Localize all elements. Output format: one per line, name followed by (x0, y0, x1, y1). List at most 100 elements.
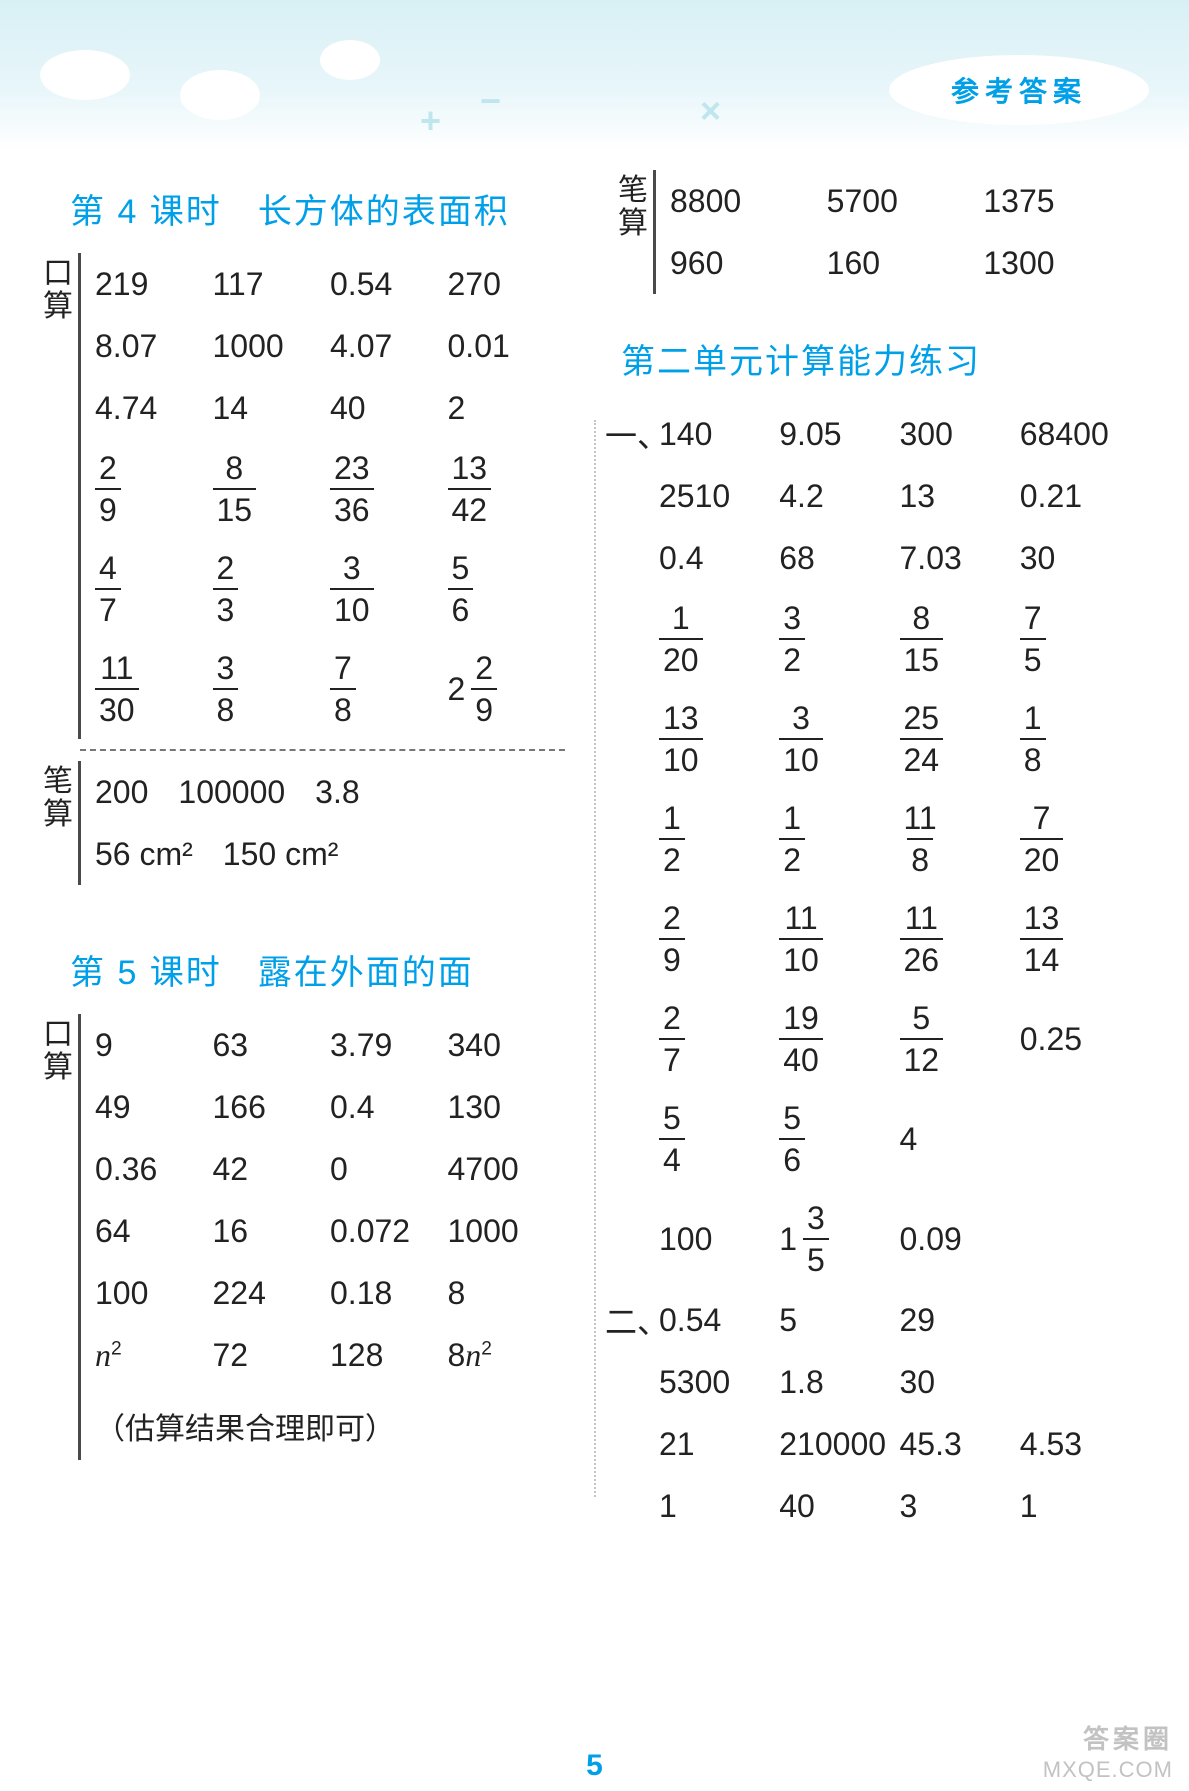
watermark-line1: 答案圈 (1043, 1723, 1173, 1757)
data-cell: 1375 (983, 183, 1140, 220)
data-cell: 29 (659, 902, 779, 976)
section-marker: 一、 (605, 411, 659, 457)
data-cell: 166 (213, 1089, 331, 1126)
data-cell: 42 (213, 1151, 331, 1188)
data-cell: 0.09 (900, 1221, 1020, 1258)
data-cell: 13 (900, 478, 1020, 515)
data-cell: 68400 (1020, 416, 1140, 453)
data-cell: 63 (213, 1027, 331, 1064)
data-cell: 0.54 (659, 1302, 779, 1339)
data-cell: 2510 (659, 478, 779, 515)
data-cell: 16 (213, 1213, 331, 1250)
data-cell: 300 (900, 416, 1020, 453)
data-row: 0.364204700 (95, 1138, 565, 1200)
data-cell: 310 (779, 702, 899, 776)
data-cell: 72 (213, 1337, 331, 1374)
data-cell: 29 (95, 452, 213, 526)
data-row: 29111011261314 (605, 889, 1140, 989)
data-cell: 1 (1020, 1488, 1140, 1525)
bisuan-label: 笔算 (38, 761, 78, 885)
data-cell: 1110 (779, 902, 899, 976)
data-row: 9633.79340 (95, 1014, 565, 1076)
sec4-bisuan-block: 笔算 2001000003.856 cm²150 cm² (38, 761, 565, 885)
data-cell: 117 (213, 266, 331, 303)
data-cell: 1 (659, 1488, 779, 1525)
data-cell: 720 (1020, 802, 1140, 876)
data-cell: 120 (659, 602, 779, 676)
header-band: − + × ÷ 参考答案 (0, 0, 1189, 150)
data-row: 0.4687.0330 (605, 527, 1140, 589)
data-cell: 1000 (213, 328, 331, 365)
sec5-title: 第 5 课时 露在外面的面 (70, 945, 565, 994)
data-row: 56 cm²150 cm² (95, 823, 565, 885)
data-cell: 1342 (448, 452, 566, 526)
data-cell: 54 (659, 1102, 779, 1176)
data-cell: 229 (448, 652, 566, 726)
data-cell: 130 (448, 1089, 566, 1126)
data-cell: 340 (448, 1027, 566, 1064)
data-cell: 960 (670, 245, 827, 282)
data-cell: 5300 (659, 1364, 779, 1401)
data-cell: 75 (1020, 602, 1140, 676)
content: 第 4 课时 长方体的表面积 口算 2191170.542708.0710004… (0, 150, 1189, 1537)
data-cell: 30 (1020, 540, 1140, 577)
data-cell: 0.25 (1020, 1021, 1140, 1058)
data-cell: 8.07 (95, 328, 213, 365)
data-row: 472331056 (95, 539, 565, 639)
data-cell: 310 (330, 552, 448, 626)
data-cell: 32 (779, 602, 899, 676)
data-row: 2001000003.8 (95, 761, 565, 823)
data-cell: 9.05 (779, 416, 899, 453)
data-cell: 100000 (178, 774, 315, 811)
data-cell: 9 (95, 1027, 213, 1064)
data-cell: 1130 (95, 652, 213, 726)
data-row: 1310310252418 (605, 689, 1140, 789)
sec4-block: 口算 2191170.542708.0710004.070.014.741440… (38, 253, 565, 739)
data-cell: 4.74 (95, 390, 213, 427)
data-cell: 224 (213, 1275, 331, 1312)
data-cell: 512 (900, 1002, 1020, 1076)
data-cell: 56 cm² (95, 836, 223, 873)
data-row: 54564 (605, 1089, 1140, 1189)
data-cell: 2524 (900, 702, 1020, 776)
data-cell: 78 (330, 652, 448, 726)
sec5-block: 口算 9633.79340491660.41300.36420470064160… (38, 1014, 565, 1460)
data-cell: 135 (779, 1202, 899, 1276)
data-cell: 3 (900, 1488, 1020, 1525)
data-cell: 118 (900, 802, 1020, 876)
unit2-title: 第二单元计算能力练习 (621, 334, 1140, 383)
data-row: 53001.830 (605, 1351, 1140, 1413)
data-cell: 7.03 (900, 540, 1020, 577)
data-cell: 140 (659, 416, 779, 453)
data-cell: 5 (779, 1302, 899, 1339)
data-cell: 1310 (659, 702, 779, 776)
data-cell: 40 (779, 1488, 899, 1525)
data-cell: 1314 (1020, 902, 1140, 976)
data-row: 2981523361342 (95, 439, 565, 539)
data-cell: 1126 (900, 902, 1020, 976)
data-row: 1212118720 (605, 789, 1140, 889)
answers-badge-text: 参考答案 (951, 70, 1087, 110)
data-cell: 23 (213, 552, 331, 626)
kousuan-label: 口算 (38, 253, 78, 739)
data-cell: 64 (95, 1213, 213, 1250)
center-divider (594, 420, 596, 1497)
data-row: 1203281575 (605, 589, 1140, 689)
data-cell: 160 (827, 245, 984, 282)
left-column: 第 4 课时 长方体的表面积 口算 2191170.542708.0710004… (30, 160, 585, 1537)
data-cell: 815 (213, 452, 331, 526)
section-marker: 二、 (605, 1297, 659, 1343)
kousuan-label-5: 口算 (38, 1014, 78, 1460)
data-cell: 0.4 (330, 1089, 448, 1126)
data-cell: 29 (900, 1302, 1020, 1339)
data-row: 9601601300 (670, 232, 1140, 294)
data-row: 25104.2130.21 (605, 465, 1140, 527)
answers-badge: 参考答案 (889, 55, 1149, 125)
data-cell: 1.8 (779, 1364, 899, 1401)
bisuan-label-right: 笔算 (613, 170, 653, 294)
data-cell: 0.4 (659, 540, 779, 577)
data-cell: 12 (779, 802, 899, 876)
data-cell: 0.18 (330, 1275, 448, 1312)
data-cell: 2336 (330, 452, 448, 526)
data-cell: 150 cm² (223, 836, 369, 873)
